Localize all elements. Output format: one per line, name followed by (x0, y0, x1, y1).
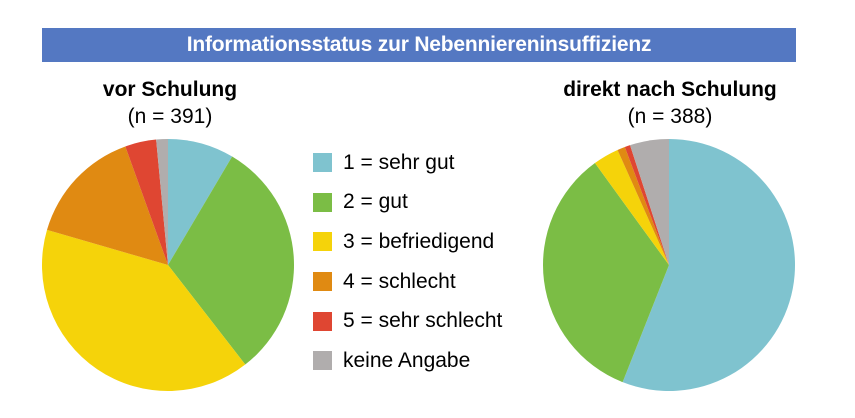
legend-item: 5 = sehr schlecht (313, 301, 502, 341)
legend-label: 5 = sehr schlecht (343, 309, 503, 333)
legend-label: 1 = sehr gut (343, 150, 455, 174)
legend-swatch (313, 192, 332, 212)
legend: 1 = sehr gut 2 = gut 3 = befriedigend 4 … (313, 143, 502, 381)
before-slice-5 (125, 139, 168, 265)
pie-chart-after (543, 139, 796, 391)
legend-item: 1 = sehr gut (313, 143, 502, 183)
legend-label: 4 = schlecht (343, 269, 456, 293)
before-slice-6 (156, 139, 168, 265)
legend-swatch (313, 351, 332, 371)
legend-swatch (313, 232, 332, 252)
legend-label: 3 = befriedigend (343, 229, 495, 253)
before-slice-1 (168, 139, 233, 265)
legend-swatch (313, 153, 332, 173)
legend-item: 3 = befriedigend (313, 222, 502, 262)
pie-chart-before (41, 139, 295, 392)
main-title: Informationsstatus zur Nebenniereninsuff… (186, 33, 652, 56)
right-chart-sample-size: (n = 388) (627, 105, 713, 128)
before-slice-2 (168, 156, 295, 365)
after-slice-1 (622, 139, 796, 391)
legend-item: 4 = schlecht (313, 262, 502, 302)
chart-banner: Informationsstatus zur Nebenniereninsuff… (42, 28, 796, 62)
after-slice-6 (630, 139, 669, 265)
legend-label: keine Angabe (343, 348, 471, 372)
legend-item: 2 = gut (313, 183, 502, 223)
legend-item: keine Angabe (313, 341, 502, 381)
after-slice-5 (624, 145, 669, 265)
after-slice-3 (594, 150, 669, 265)
legend-swatch (313, 272, 332, 292)
after-slice-4 (617, 146, 669, 265)
left-chart-sample-size: (n = 391) (127, 105, 213, 128)
legend-swatch (313, 311, 332, 331)
left-chart-title: vor Schulung (102, 78, 238, 101)
legend-label: 2 = gut (343, 190, 408, 214)
right-chart-title: direkt nach Schulung (563, 78, 777, 101)
before-slice-3 (41, 229, 246, 392)
before-slice-4 (47, 146, 168, 265)
after-slice-2 (543, 163, 669, 383)
